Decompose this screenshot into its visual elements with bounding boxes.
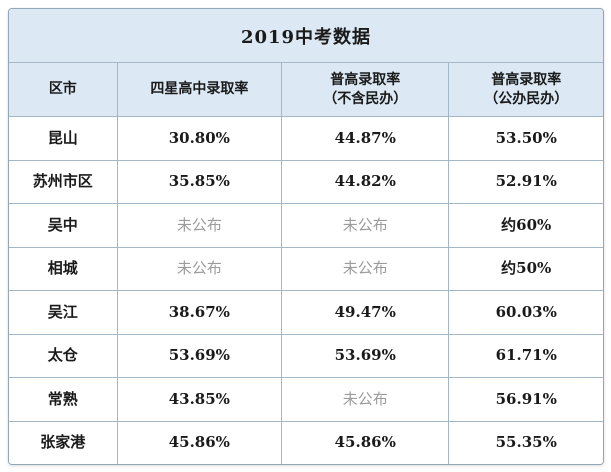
rate-value-cell: 53.69% xyxy=(116,334,281,377)
district-cell: 苏州市区 xyxy=(32,172,93,191)
district-cell: 张家港 xyxy=(40,433,86,452)
column-header-regular-rate-public-private: 普高录取率 （公办民办） xyxy=(448,63,603,116)
rate-value-cell: 30.80% xyxy=(116,117,281,160)
rate-value-cell: 未公布 xyxy=(116,247,281,290)
exam-data-table: 2019中考数据 区市 四星高中录取率 普高录取率 （不含民办） 普高录取率 （… xyxy=(8,8,604,465)
district-cell: 昆山 xyxy=(47,128,78,147)
table-row: 常熟 43.85% 未公布 56.91% xyxy=(9,377,603,421)
table-row: 吴中 未公布 未公布 约60% xyxy=(9,203,603,247)
rate-value-cell: 未公布 xyxy=(116,204,281,247)
column-header-four-star-rate: 四星高中录取率 xyxy=(116,63,281,116)
rate-value-cell: 未公布 xyxy=(281,247,448,290)
district-cell: 吴中 xyxy=(47,215,78,234)
table-row: 太仓 53.69% 53.69% 61.71% xyxy=(9,333,603,377)
table-title: 2019中考数据 xyxy=(9,9,603,62)
table-row: 张家港 45.86% 45.86% 55.35% xyxy=(9,420,603,464)
rate-value-cell: 61.71% xyxy=(448,334,603,377)
column-header-district: 区市 xyxy=(48,81,77,97)
rate-value-cell: 35.85% xyxy=(116,160,281,203)
table-row: 吴江 38.67% 49.47% 60.03% xyxy=(9,290,603,334)
rate-value-cell: 45.86% xyxy=(281,421,448,464)
table-row: 昆山 30.80% 44.87% 53.50% xyxy=(9,116,603,160)
rate-value-cell: 60.03% xyxy=(448,291,603,334)
column-header-regular-rate-excl-private: 普高录取率 （不含民办） xyxy=(281,63,448,116)
rate-value-cell: 53.69% xyxy=(281,334,448,377)
district-cell: 常熟 xyxy=(47,389,78,408)
rate-value-cell: 55.35% xyxy=(448,421,603,464)
rate-value-cell: 44.87% xyxy=(281,117,448,160)
rate-value-cell: 53.50% xyxy=(448,117,603,160)
rate-value-cell: 43.85% xyxy=(116,378,281,421)
rate-value-cell: 49.47% xyxy=(281,291,448,334)
district-cell: 相城 xyxy=(47,259,78,278)
rate-value-cell: 52.91% xyxy=(448,160,603,203)
rate-value-cell: 约60% xyxy=(448,204,603,247)
rate-value-cell: 约50% xyxy=(448,247,603,290)
table-body: 昆山 30.80% 44.87% 53.50% 苏州市区 35.85% 44.82% 52.9… xyxy=(9,116,603,464)
rate-value-cell: 38.67% xyxy=(116,291,281,334)
district-cell: 太仓 xyxy=(47,346,78,365)
rate-value-cell: 56.91% xyxy=(448,378,603,421)
rate-value-cell: 未公布 xyxy=(281,378,448,421)
table-row: 苏州市区 35.85% 44.82% 52.91% xyxy=(9,159,603,203)
rate-value-cell: 44.82% xyxy=(281,160,448,203)
district-cell: 吴江 xyxy=(47,302,78,321)
rate-value-cell: 45.86% xyxy=(116,421,281,464)
table-row: 相城 未公布 未公布 约50% xyxy=(9,246,603,290)
table-header-row: 区市 四星高中录取率 普高录取率 （不含民办） 普高录取率 （公办民办） xyxy=(9,62,603,116)
rate-value-cell: 未公布 xyxy=(281,204,448,247)
